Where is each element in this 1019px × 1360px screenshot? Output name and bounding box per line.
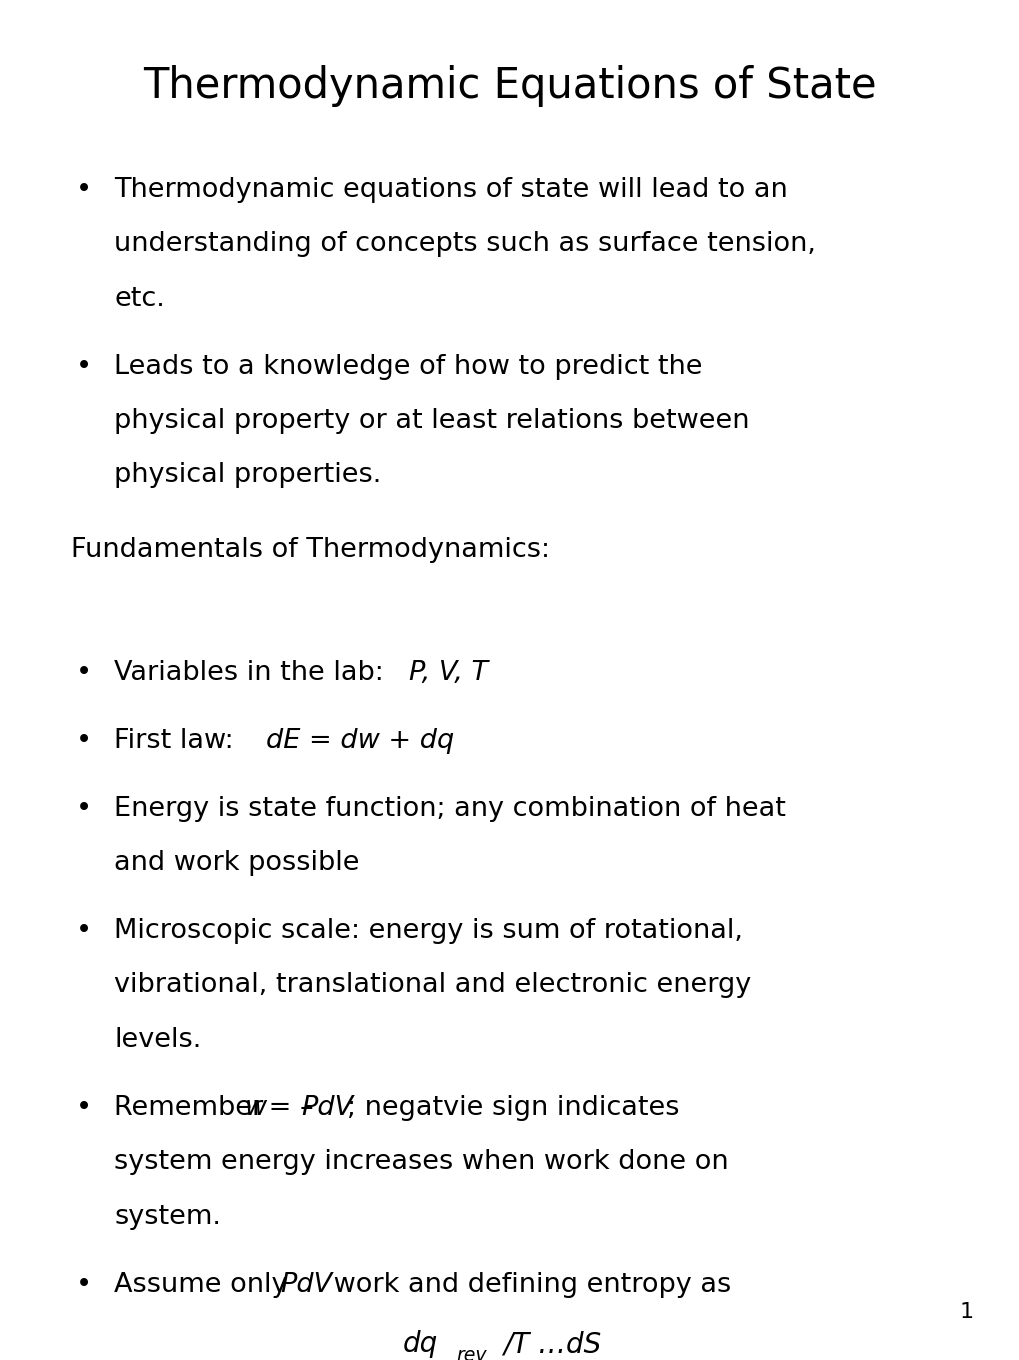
Text: dE = dw + dq: dE = dw + dq xyxy=(266,728,454,753)
Text: work and defining entropy as: work and defining entropy as xyxy=(325,1272,731,1297)
Text: physical property or at least relations between: physical property or at least relations … xyxy=(114,408,749,434)
Text: vibrational, translational and electronic energy: vibrational, translational and electroni… xyxy=(114,972,751,998)
Text: Energy is state function; any combination of heat: Energy is state function; any combinatio… xyxy=(114,796,786,821)
Text: First law:: First law: xyxy=(114,728,243,753)
Text: /T …dS: /T …dS xyxy=(502,1330,600,1359)
Text: etc.: etc. xyxy=(114,286,165,311)
Text: Microscopic scale: energy is sum of rotational,: Microscopic scale: energy is sum of rota… xyxy=(114,918,743,944)
Text: rev: rev xyxy=(455,1346,486,1360)
Text: levels.: levels. xyxy=(114,1027,202,1053)
Text: Assume only: Assume only xyxy=(114,1272,297,1297)
Text: •: • xyxy=(75,177,92,203)
Text: •: • xyxy=(75,660,92,685)
Text: w: w xyxy=(245,1095,267,1121)
Text: •: • xyxy=(75,1272,92,1297)
Text: and work possible: and work possible xyxy=(114,850,360,876)
Text: dq: dq xyxy=(403,1330,438,1359)
Text: Remember: Remember xyxy=(114,1095,272,1121)
Text: ; negatvie sign indicates: ; negatvie sign indicates xyxy=(346,1095,679,1121)
Text: system energy increases when work done on: system energy increases when work done o… xyxy=(114,1149,729,1175)
Text: Thermodynamic equations of state will lead to an: Thermodynamic equations of state will le… xyxy=(114,177,788,203)
Text: •: • xyxy=(75,1095,92,1121)
Text: •: • xyxy=(75,354,92,379)
Text: 1: 1 xyxy=(959,1302,973,1322)
Text: •: • xyxy=(75,918,92,944)
Text: •: • xyxy=(75,796,92,821)
Text: Thermodynamic Equations of State: Thermodynamic Equations of State xyxy=(143,65,876,107)
Text: Fundamentals of Thermodynamics:: Fundamentals of Thermodynamics: xyxy=(71,537,550,563)
Text: PdV: PdV xyxy=(280,1272,332,1297)
Text: understanding of concepts such as surface tension,: understanding of concepts such as surfac… xyxy=(114,231,815,257)
Text: •: • xyxy=(75,728,92,753)
Text: system.: system. xyxy=(114,1204,221,1229)
Text: Variables in the lab:: Variables in the lab: xyxy=(114,660,392,685)
Text: P, V, T: P, V, T xyxy=(408,660,487,685)
Text: = –: = – xyxy=(260,1095,314,1121)
Text: PdV: PdV xyxy=(301,1095,353,1121)
Text: physical properties.: physical properties. xyxy=(114,462,381,488)
Text: Leads to a knowledge of how to predict the: Leads to a knowledge of how to predict t… xyxy=(114,354,702,379)
